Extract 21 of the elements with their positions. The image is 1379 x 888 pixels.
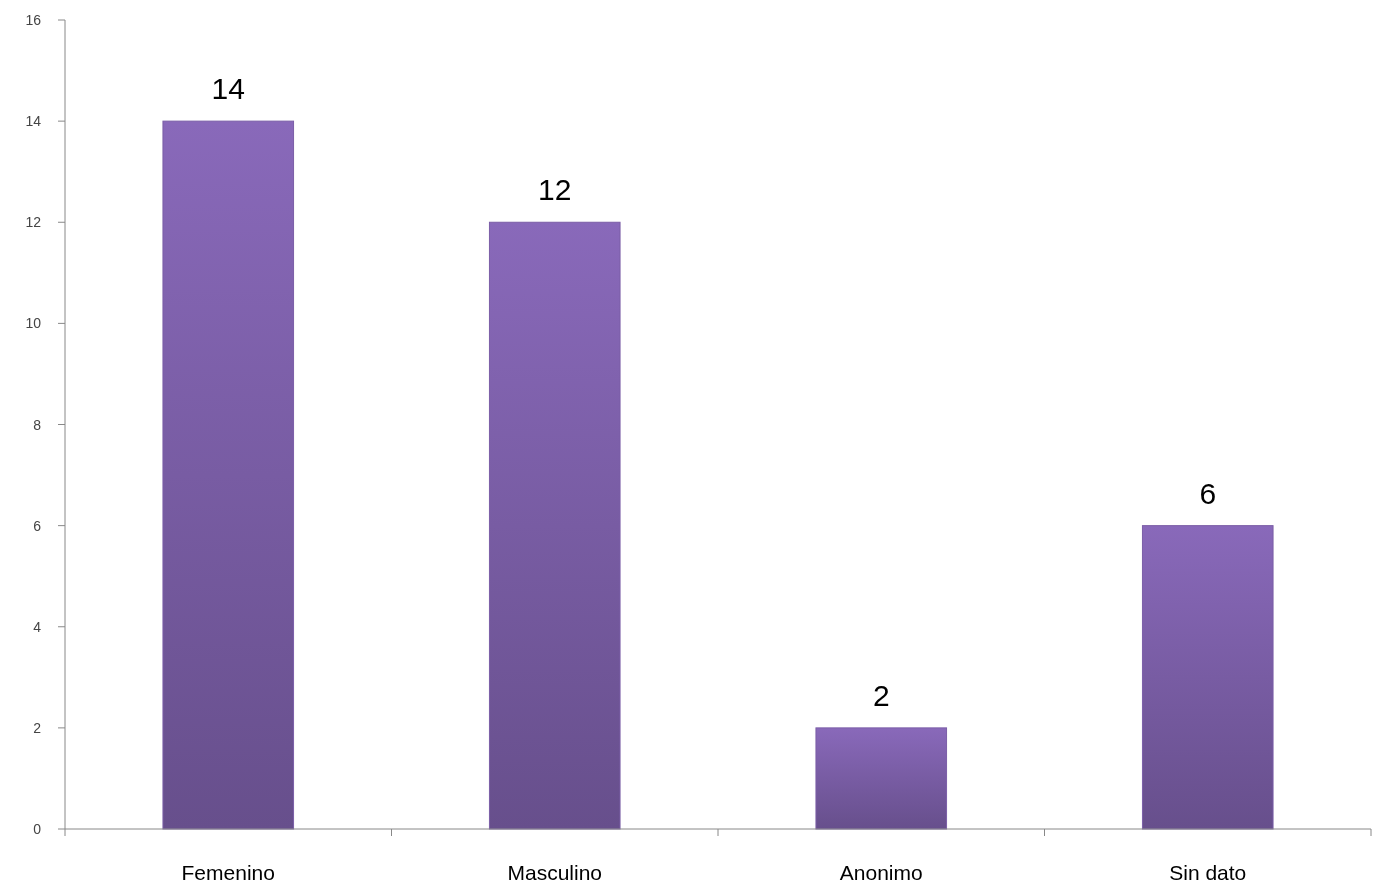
y-tick-label: 6	[33, 517, 42, 534]
y-tick-label: 12	[25, 214, 42, 231]
bar	[1141, 525, 1274, 830]
data-label: 14	[211, 72, 245, 106]
data-label: 12	[538, 173, 572, 207]
y-tick-label: 2	[33, 719, 42, 736]
y-tick-label: 14	[25, 113, 42, 130]
x-tick-label: Femenino	[181, 861, 275, 884]
bar	[162, 120, 295, 830]
y-tick-label: 8	[33, 416, 42, 433]
bar	[815, 727, 948, 830]
x-tick-label: Masculino	[507, 861, 603, 884]
data-label: 2	[872, 678, 890, 712]
y-tick-label: 0	[33, 821, 42, 837]
y-tick-label: 16	[25, 12, 42, 28]
y-tick-label: 4	[33, 618, 42, 635]
data-label: 6	[1199, 476, 1217, 510]
bar	[488, 221, 621, 830]
y-tick-label: 10	[25, 315, 42, 332]
x-tick-label: Sin dato	[1169, 861, 1247, 884]
x-tick-label: Anonimo	[839, 861, 923, 884]
